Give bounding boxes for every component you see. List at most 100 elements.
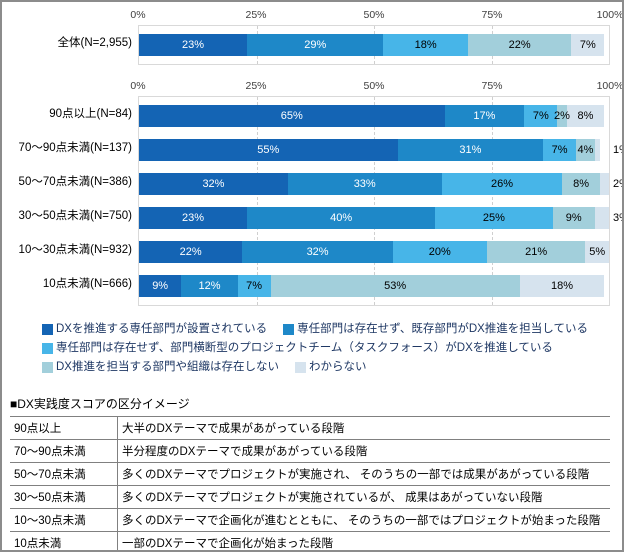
category-label: 10～30点未満(N=932) bbox=[18, 244, 132, 256]
bar-row: 22% 32% 20% 21% 5% bbox=[139, 235, 609, 269]
stacked-bar: 32% 33% 26% 8% bbox=[139, 173, 609, 195]
x-axis-tick: 50% bbox=[363, 80, 385, 92]
x-axis-tick: 50% bbox=[363, 9, 385, 21]
x-axis-tick: 25% bbox=[245, 80, 267, 92]
stacked-bar-chart-2: 0% 25% 50% 75% 100% 90点以上(N=84) 70～90点未満(N=137… bbox=[10, 79, 622, 306]
segment-value-label: 7% bbox=[532, 110, 549, 122]
segment-value-label: 33% bbox=[353, 178, 376, 190]
stacked-bar: 23% 40% 25% 9% bbox=[139, 207, 609, 229]
bar-row: 23% 29% 18% 22% 7% bbox=[139, 28, 609, 62]
legend-label: DXを推進する専任部門が設置されている bbox=[56, 323, 268, 335]
segment-value-label: 9% bbox=[152, 280, 169, 292]
bar-segment: 8% bbox=[562, 173, 600, 195]
bar-segment: 21% bbox=[486, 241, 586, 263]
score-description-cell: 一部のDXテーマで企画化が始まった段階 bbox=[117, 531, 610, 550]
legend-label: 専任部門は存在せず、既存部門がDX推進を担当している bbox=[297, 323, 588, 335]
x-axis-tick: 0% bbox=[130, 9, 146, 21]
segment-value-label: 9% bbox=[565, 212, 582, 224]
bar-segment: 7% bbox=[571, 34, 605, 56]
score-description-cell: 多くのDXテーマで企画化が進むとともに、 そのうちの一部ではプロジェクトが始まっ… bbox=[117, 508, 610, 532]
bar-segment: 22% bbox=[139, 241, 243, 263]
bar-row: 32% 33% 26% 8% 2% bbox=[139, 167, 622, 201]
x-axis-tick: 100% bbox=[596, 9, 624, 21]
segment-value-label: 4% bbox=[577, 144, 594, 156]
plot-area: 23% 29% 18% 22% 7% bbox=[138, 25, 610, 65]
gridline bbox=[374, 97, 375, 305]
legend-swatch-icon bbox=[42, 343, 53, 354]
category-label: 90点以上(N=84) bbox=[49, 108, 132, 120]
legend-label: DX推進を担当する部門や組織は存在しない bbox=[56, 361, 279, 373]
x-axis: 0% 25% 50% 75% 100% bbox=[130, 8, 622, 25]
axis-spacer bbox=[10, 79, 138, 96]
bar-segment bbox=[594, 207, 609, 229]
bar-segment: 12% bbox=[181, 275, 238, 297]
segment-value-label: 18% bbox=[550, 280, 573, 292]
bar-segment: 33% bbox=[287, 173, 442, 195]
score-range-cell: 90点以上 bbox=[10, 416, 118, 440]
bar-segment: 23% bbox=[139, 34, 248, 56]
legend-item: DX推進を担当する部門や組織は存在しない bbox=[42, 358, 279, 377]
bar-segment: 53% bbox=[270, 275, 520, 297]
bar-row: 65% 17% 7% 2% 8% bbox=[139, 99, 609, 133]
bar-segment: 23% bbox=[139, 207, 248, 229]
score-table-row: 10～30点未満 多くのDXテーマで企画化が進むとともに、 そのうちの一部ではプロ… bbox=[10, 508, 610, 532]
bar-segment: 7% bbox=[237, 275, 271, 297]
segment-value-label: 55% bbox=[257, 144, 280, 156]
segment-value-label: 18% bbox=[414, 39, 437, 51]
category-label: 10点未満(N=666) bbox=[42, 278, 132, 290]
score-range-cell: 70～90点未満 bbox=[10, 439, 118, 463]
legend-item: 専任部門は存在せず、既存部門がDX推進を担当している bbox=[283, 320, 588, 339]
segment-value-label-outside: 1% bbox=[613, 144, 622, 156]
score-description-cell: 大半のDXテーマで成果があがっている段階 bbox=[117, 416, 610, 440]
bar-segment: 18% bbox=[519, 275, 605, 297]
plot-area: 65% 17% 7% 2% 8% 55% 31% 7% 4% 1% 32% 33% 26% 8% 2% 23%… bbox=[138, 96, 622, 306]
segment-value-label: 7% bbox=[579, 39, 596, 51]
stacked-bar: 9% 12% 7% 53% 18% bbox=[139, 275, 609, 297]
x-axis-tick: 75% bbox=[481, 80, 503, 92]
stacked-bar: 55% 31% 7% 4% bbox=[139, 139, 609, 161]
segment-value-label: 25% bbox=[482, 212, 505, 224]
x-axis-tick: 75% bbox=[481, 9, 503, 21]
segment-value-label: 29% bbox=[304, 39, 327, 51]
score-table-row: 90点以上 大半のDXテーマで成果があがっている段階 bbox=[10, 416, 610, 440]
segment-value-label: 26% bbox=[490, 178, 513, 190]
stacked-bar-chart-1: 0% 25% 50% 75% 100% 全体(N=2,955) 23% 29% 18% 22% 7% bbox=[10, 8, 622, 65]
bar-segment: 7% bbox=[543, 139, 577, 161]
score-table-title: ■DX実践度スコアの区分イメージ bbox=[10, 397, 190, 411]
legend-swatch-icon bbox=[42, 324, 53, 335]
score-table-row: 10点未満 一部のDXテーマで企画化が始まった段階 bbox=[10, 531, 610, 550]
segment-value-label: 12% bbox=[198, 280, 221, 292]
legend-swatch-icon bbox=[294, 362, 306, 373]
bar-segment: 40% bbox=[247, 207, 436, 229]
bar-row: 55% 31% 7% 4% 1% bbox=[139, 133, 622, 167]
bar-segment: 7% bbox=[524, 105, 558, 127]
bar-segment: 22% bbox=[467, 34, 572, 56]
stacked-bar: 23% 29% 18% 22% 7% bbox=[139, 34, 609, 56]
chart-legend: DXを推進する専任部門が設置されている 専任部門は存在せず、既存部門がDX推進を担… bbox=[42, 320, 610, 377]
bar-row: 23% 40% 25% 9% 3% bbox=[139, 201, 622, 235]
bar-segment: 29% bbox=[247, 34, 384, 56]
bar-segment: 9% bbox=[552, 207, 595, 229]
segment-value-label-outside: 2% bbox=[613, 178, 622, 190]
bar-segment: 4% bbox=[576, 139, 595, 161]
score-table-row: 70～90点未満 半分程度のDXテーマで成果があがっている段階 bbox=[10, 439, 610, 463]
bar-segment: 9% bbox=[139, 275, 182, 297]
segment-value-label: 20% bbox=[428, 246, 451, 258]
segment-value-label: 40% bbox=[330, 212, 353, 224]
legend-label: わからない bbox=[308, 361, 367, 373]
score-table-row: 30～50点未満 多くのDXテーマでプロジェクトが実施されているが、 成果はあがっ… bbox=[10, 485, 610, 509]
score-description-cell: 多くのDXテーマでプロジェクトが実施され、 そのうちの一部では成果があがっている… bbox=[117, 462, 610, 486]
bar-segment bbox=[599, 173, 609, 195]
score-range-cell: 10点未満 bbox=[10, 531, 118, 550]
bar-segment bbox=[594, 139, 600, 161]
bar-segment: 32% bbox=[139, 173, 288, 195]
legend-item: 専任部門は存在せず、部門横断型のプロジェクトチーム（タスクフォース）がDXを推進… bbox=[42, 339, 553, 358]
x-axis-tick: 100% bbox=[596, 80, 624, 92]
bar-segment: 17% bbox=[444, 105, 525, 127]
segment-value-label: 21% bbox=[525, 246, 548, 258]
stacked-bar-charts: 0% 25% 50% 75% 100% 全体(N=2,955) 23% 29% 18% 22% 7%… bbox=[10, 8, 622, 306]
bar-segment: 2% bbox=[554, 105, 570, 127]
segment-value-label: 31% bbox=[459, 144, 482, 156]
bar-segment: 8% bbox=[566, 105, 605, 127]
